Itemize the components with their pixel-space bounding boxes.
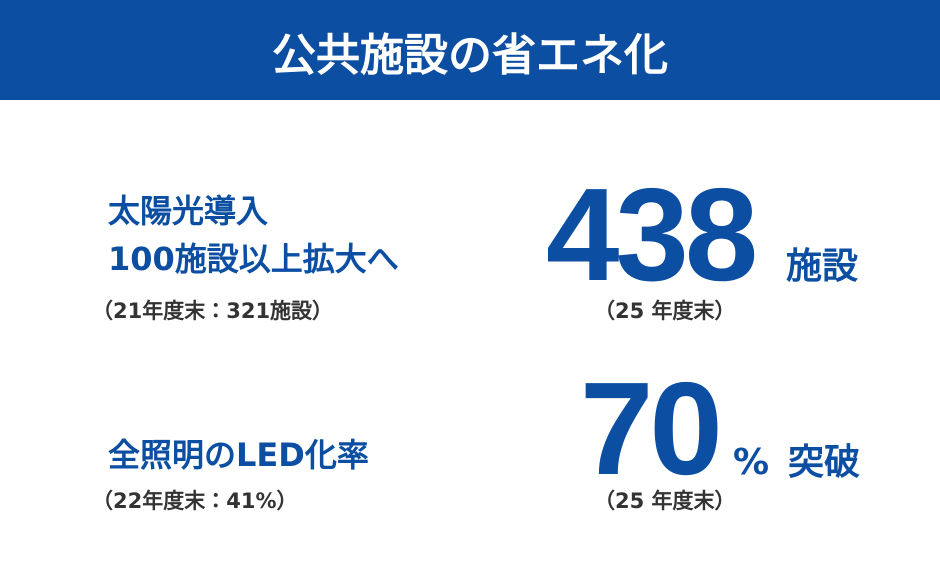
baseline-note: （21年度末：321施設）	[92, 299, 333, 323]
figure: 438	[546, 161, 755, 308]
header-bar	[0, 0, 940, 100]
baseline-note: （22年度末：41%）	[92, 489, 298, 513]
figure-note: （25 年度末）	[594, 489, 736, 513]
figure-suffix: 突破	[788, 442, 860, 483]
figure-unit: %	[733, 442, 769, 483]
item-label: 太陽光導入	[108, 192, 268, 230]
item-label: 全照明のLED化率	[108, 436, 369, 474]
figure: 70	[580, 355, 719, 502]
item-label: 100施設以上拡大へ	[108, 240, 399, 278]
figure-unit: 施設	[786, 246, 859, 287]
figure-note: （25 年度末）	[594, 299, 736, 323]
header-title: 公共施設の省エネ化	[272, 30, 668, 81]
